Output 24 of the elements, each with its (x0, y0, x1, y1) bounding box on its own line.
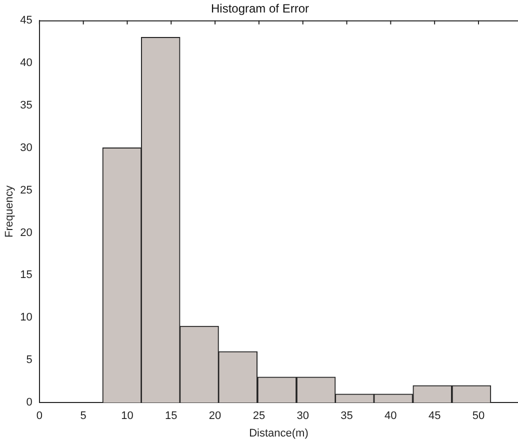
x-tick-label: 10 (121, 410, 134, 422)
y-tick-label: 35 (20, 99, 32, 112)
y-axis-title: Frequency (4, 185, 16, 238)
x-tick-label: 0 (36, 410, 42, 422)
x-tick-label: 25 (252, 410, 266, 422)
chart-title: Histogram of Error (210, 2, 310, 16)
x-axis-title: Distance(m) (249, 427, 308, 440)
x-tick-label: 30 (296, 410, 309, 422)
x-tick-label: 45 (428, 410, 441, 422)
y-tick-label: 30 (20, 142, 32, 154)
y-tick-label: 45 (20, 14, 32, 26)
y-tick-label: 25 (20, 184, 32, 196)
x-tick-label: 15 (165, 410, 178, 422)
y-tick-label: 40 (20, 56, 32, 69)
y-tick-label: 15 (20, 269, 32, 282)
x-tick-label: 50 (472, 410, 485, 422)
x-tick-label: 5 (80, 410, 86, 422)
y-tick-label: 0 (26, 396, 32, 409)
y-tick-label: 10 (20, 312, 32, 324)
x-tick-label: 20 (208, 410, 222, 422)
y-tick-label: 5 (26, 354, 32, 366)
y-tick-label: 20 (20, 226, 32, 239)
x-tick-label: 40 (384, 410, 397, 422)
x-tick-label: 35 (340, 410, 353, 422)
